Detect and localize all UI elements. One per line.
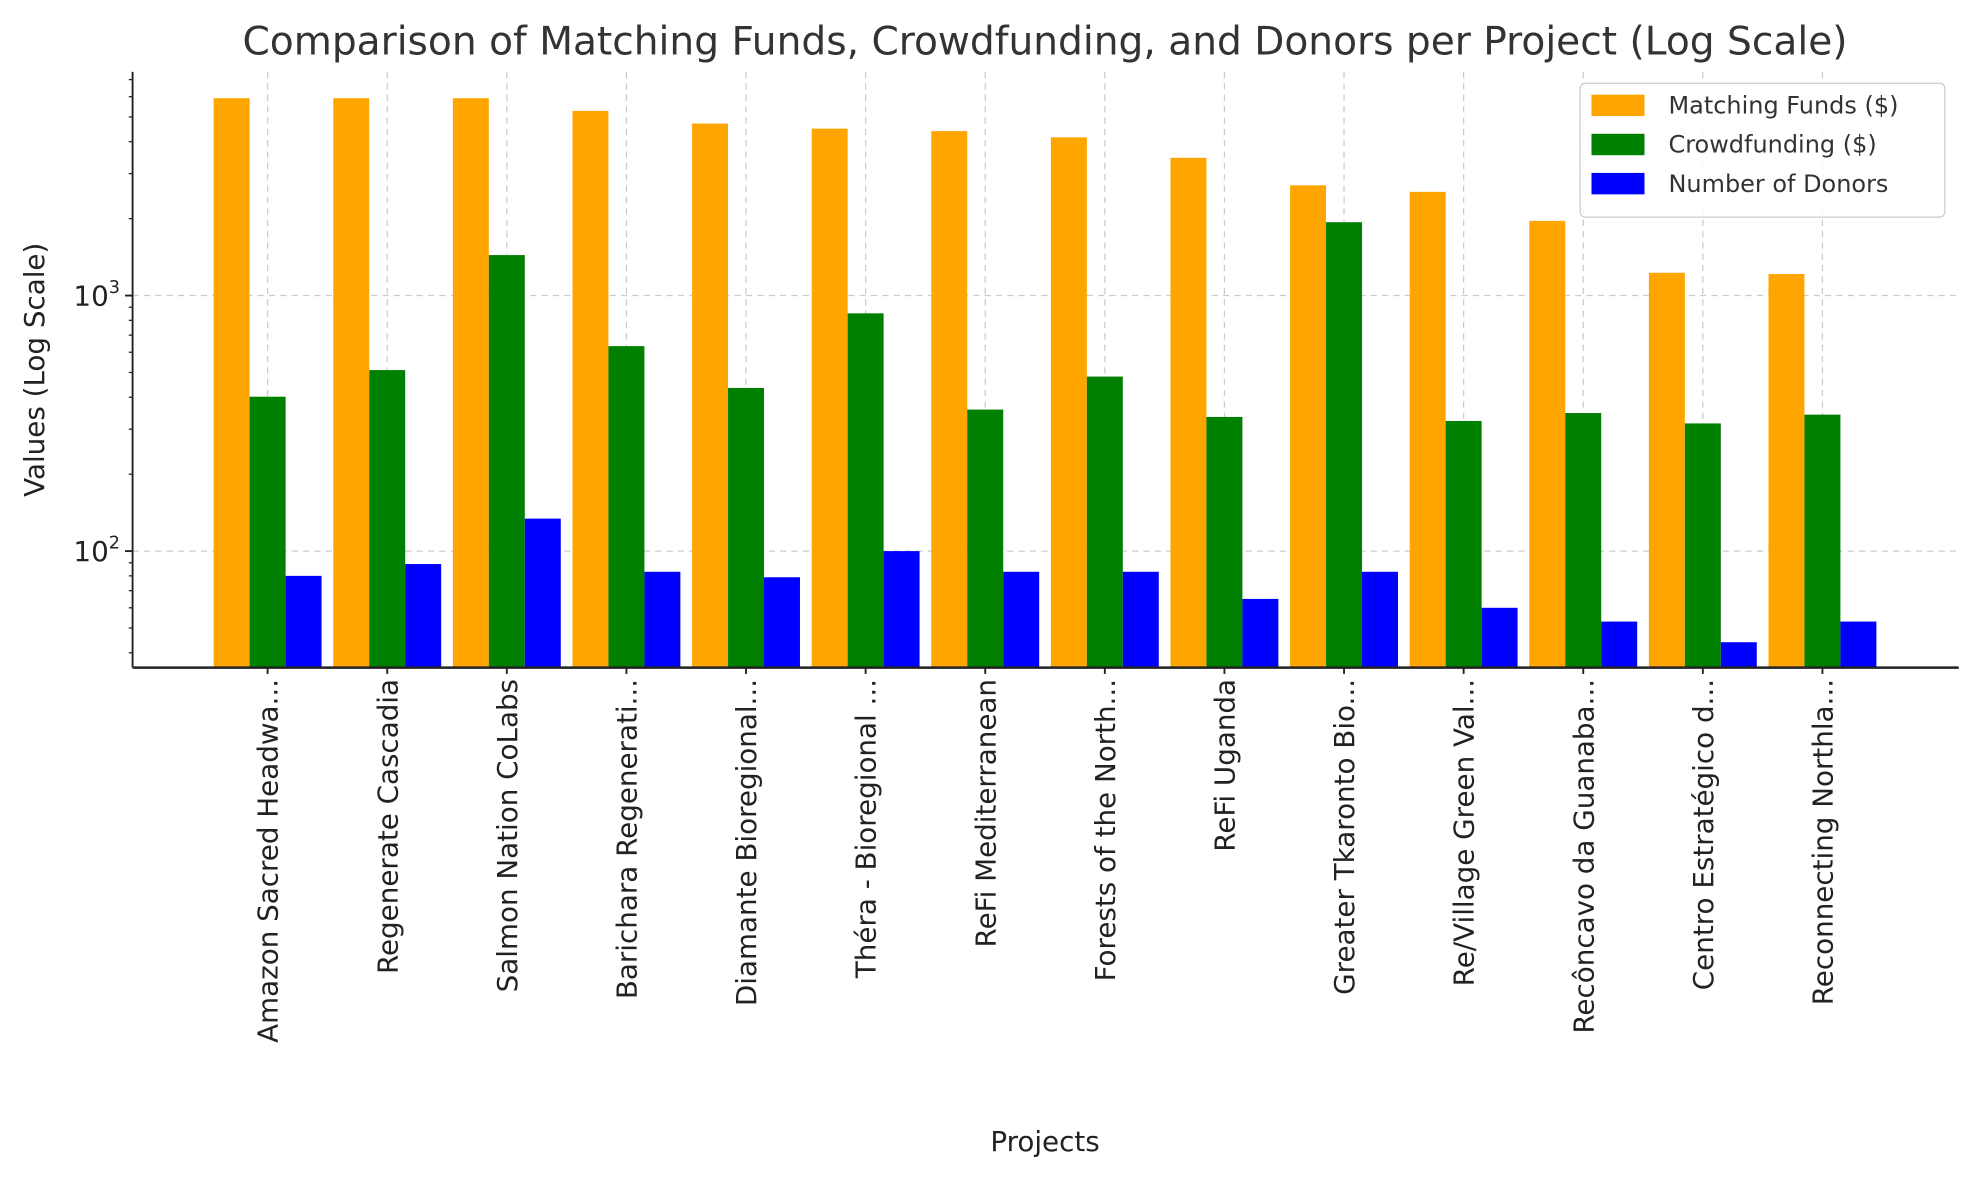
bar-2-12 — [1720, 642, 1757, 668]
bar-0-9 — [1290, 185, 1327, 668]
bar-0-0 — [213, 98, 250, 668]
bar-2-7 — [1122, 571, 1159, 668]
y-tick-labels: 102 103 — [73, 278, 120, 568]
bar-1-10 — [1445, 420, 1482, 668]
bar-1-2 — [488, 255, 525, 668]
bar-2-6 — [1003, 571, 1040, 668]
bar-2-5 — [883, 551, 920, 668]
x-tick-label: Diamante Bioregional... — [730, 679, 763, 1006]
bar-2-0 — [285, 575, 322, 668]
bar-1-0 — [249, 396, 286, 668]
legend-swatch — [1591, 133, 1645, 156]
x-tick-label: Recôncavo da Guanaba... — [1567, 679, 1600, 1034]
x-axis-label: Projects — [990, 1125, 1099, 1158]
x-tick-label: Amazon Sacred Headwa... — [252, 679, 285, 1043]
bar-1-11 — [1565, 413, 1602, 668]
bar-1-6 — [967, 409, 1004, 668]
bar-0-1 — [333, 98, 370, 668]
bar-1-7 — [1086, 376, 1123, 668]
bar-2-3 — [644, 571, 681, 668]
y-tick-label: 103 — [73, 278, 120, 313]
bar-0-2 — [452, 98, 489, 668]
bar-2-13 — [1840, 621, 1877, 668]
legend-label: Matching Funds ($) — [1668, 92, 1898, 120]
bar-0-12 — [1648, 272, 1685, 668]
bar-1-9 — [1326, 222, 1363, 668]
x-tick-label: Barichara Regenerati... — [611, 679, 644, 999]
bar-0-8 — [1170, 157, 1207, 668]
x-tick-label: ReFi Uganda — [1209, 679, 1242, 852]
bar-1-5 — [847, 313, 884, 668]
bar-2-2 — [524, 518, 561, 668]
x-tick-label: Théra - Bioregional ... — [850, 679, 883, 979]
bar-0-4 — [692, 123, 729, 668]
bar-2-1 — [405, 564, 442, 668]
bar-0-5 — [811, 128, 848, 668]
bar-1-13 — [1804, 414, 1841, 668]
bar-2-11 — [1601, 621, 1638, 668]
bar-1-3 — [608, 346, 645, 668]
bar-0-13 — [1768, 274, 1805, 668]
legend-label: Number of Donors — [1668, 170, 1888, 198]
axes — [125, 71, 1959, 674]
bar-1-4 — [728, 387, 765, 668]
legend-swatch — [1591, 172, 1645, 195]
legend-box — [1579, 82, 1946, 218]
legend-swatch — [1591, 94, 1645, 117]
bar-0-7 — [1050, 137, 1087, 668]
x-tick-label: Centro Estratégico d... — [1687, 679, 1720, 990]
bar-2-8 — [1242, 598, 1279, 668]
x-tick-label: ReFi Mediterranean — [969, 679, 1002, 947]
chart-title: Comparison of Matching Funds, Crowdfundi… — [242, 19, 1847, 64]
x-tick-label: Greater Tkaronto Bio... — [1328, 679, 1361, 995]
bar-2-10 — [1481, 607, 1518, 668]
y-tick-label: 102 — [73, 534, 120, 569]
x-tick-label: Reconnecting Northla... — [1807, 679, 1840, 1005]
bar-0-10 — [1409, 191, 1446, 668]
legend: Matching Funds ($) Crowdfunding ($) Number… — [1579, 82, 1946, 218]
bar-1-8 — [1206, 416, 1243, 668]
legend-label: Crowdfunding ($) — [1668, 131, 1876, 159]
x-tick-label: Re/Village Green Val... — [1448, 679, 1481, 986]
bars — [213, 98, 1877, 668]
bar-0-3 — [572, 110, 609, 668]
bar-0-11 — [1529, 220, 1566, 668]
y-axis-label: Values (Log Scale) — [18, 243, 51, 497]
x-tick-label: Salmon Nation CoLabs — [491, 679, 524, 992]
bar-2-9 — [1362, 571, 1398, 668]
x-tick-label: Regenerate Cascadia — [371, 679, 404, 974]
x-tick-label: Forests of the North... — [1089, 679, 1122, 981]
x-tick-labels: Amazon Sacred Headwa... Regenerate Cascad… — [252, 679, 1840, 1043]
bar-1-12 — [1684, 423, 1721, 668]
bar-0-6 — [931, 131, 968, 668]
bar-2-4 — [764, 577, 800, 668]
bar-1-1 — [369, 370, 406, 668]
